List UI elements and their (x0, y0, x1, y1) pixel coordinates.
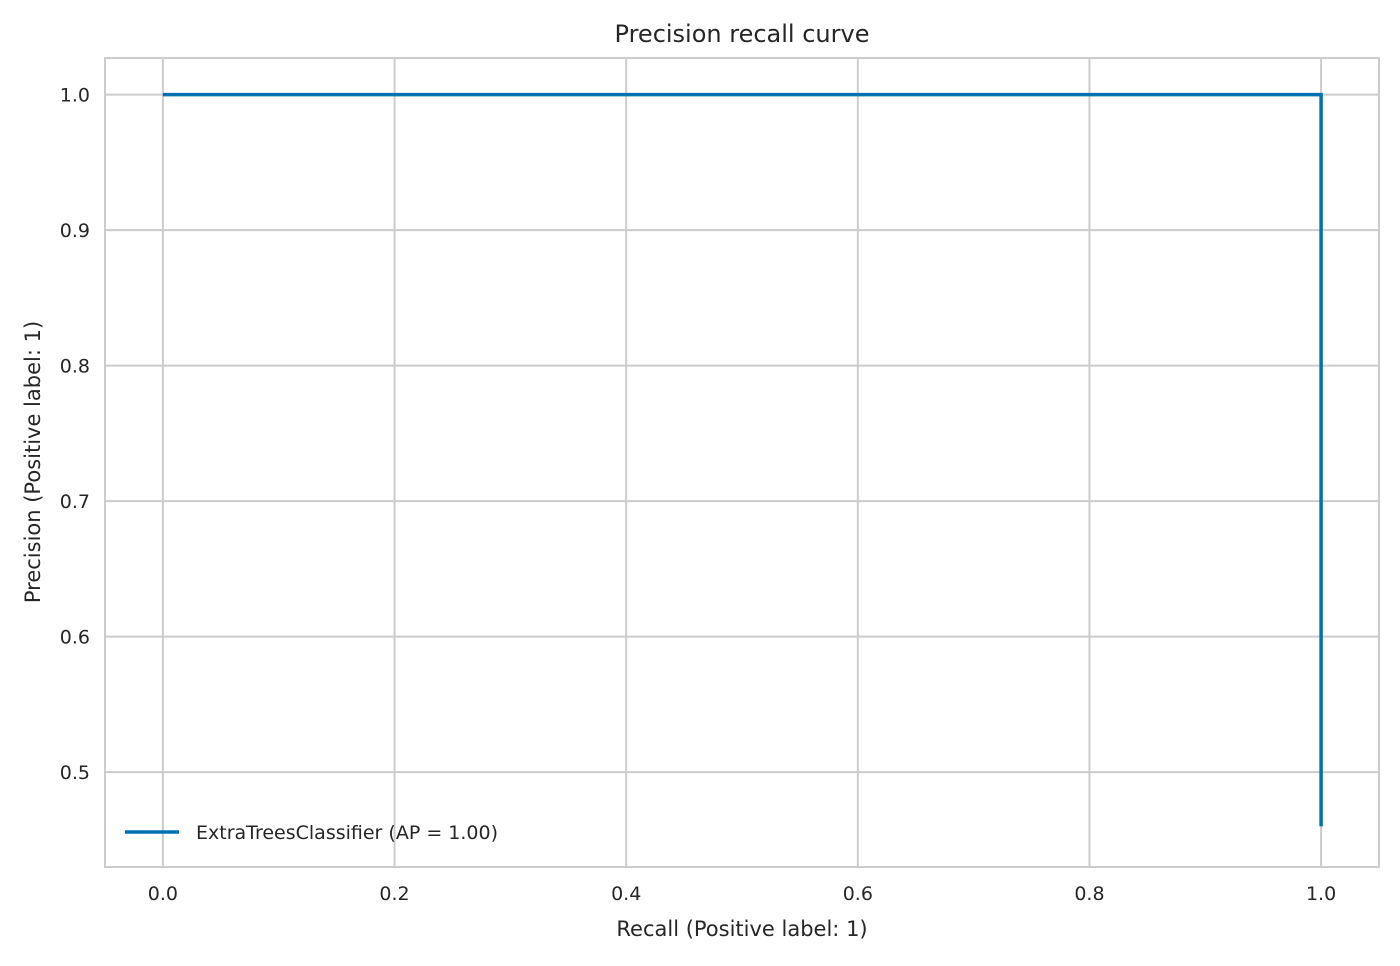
series-line (162, 92, 1323, 827)
chart-title: Precision recall curve (615, 20, 870, 48)
x-tick-label: 0.0 (148, 883, 178, 905)
x-tick-label: 0.4 (611, 883, 641, 905)
y-axis-label: Precision (Positive label: 1) (21, 321, 45, 603)
plot-frame (104, 57, 1380, 868)
x-tick-label: 0.6 (843, 883, 873, 905)
y-tick-label: 0.5 (60, 762, 90, 784)
legend-entry-label: ExtraTreesClassifier (AP = 1.00) (196, 822, 498, 844)
x-tick-label: 0.8 (1074, 883, 1104, 905)
y-tick-label: 1.0 (60, 85, 90, 107)
y-tick-label: 0.9 (60, 220, 90, 242)
x-tick-label: 0.2 (379, 883, 409, 905)
x-tick-labels: 0.0 0.2 0.4 0.6 0.8 1.0 (148, 883, 1336, 905)
legend: ExtraTreesClassifier (AP = 1.00) (125, 822, 498, 844)
x-axis-label: Recall (Positive label: 1) (616, 917, 867, 941)
series-layer (162, 92, 1323, 827)
x-tick-label: 1.0 (1306, 883, 1336, 905)
y-tick-label: 0.8 (60, 356, 90, 378)
plot-background (105, 58, 1379, 867)
y-tick-label: 0.7 (60, 491, 90, 513)
y-tick-labels: 0.5 0.6 0.7 0.8 0.9 1.0 (60, 85, 90, 785)
y-tick-label: 0.6 (60, 627, 90, 649)
